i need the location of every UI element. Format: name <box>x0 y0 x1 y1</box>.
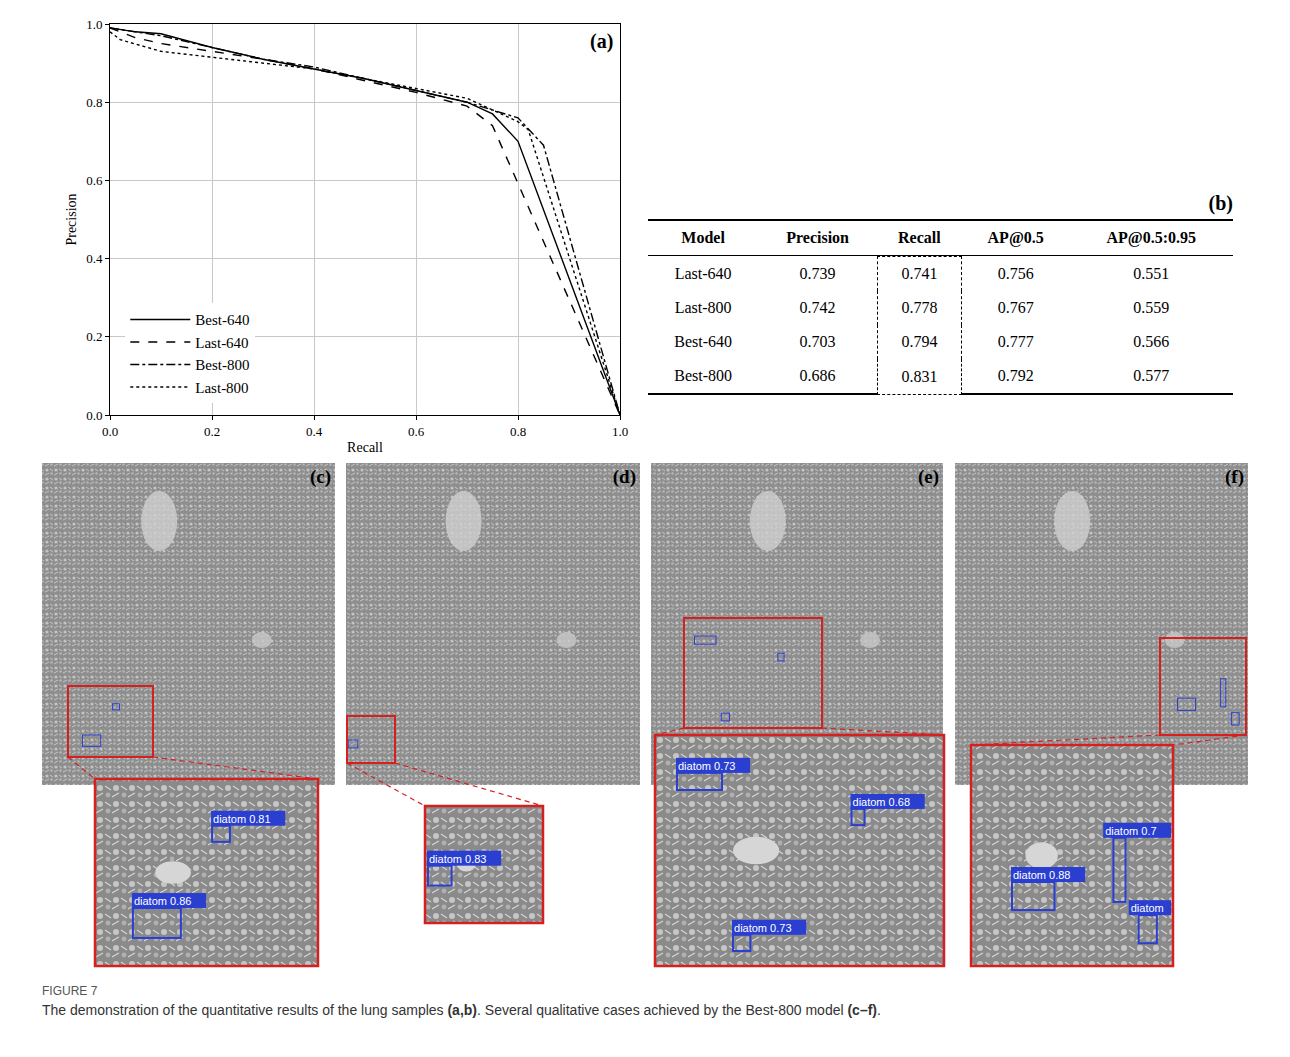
svg-text:diatom 0.83: diatom 0.83 <box>429 853 486 865</box>
svg-text:0.8: 0.8 <box>86 95 102 110</box>
html-text:Best-640: Best-640 <box>674 333 732 350</box>
svg-text:0.2: 0.2 <box>204 424 220 439</box>
html-text:0.559: 0.559 <box>1133 299 1170 316</box>
svg-text:Last-800: Last-800 <box>195 380 248 396</box>
html-text:0.756: 0.756 <box>997 264 1034 282</box>
html-text:0.551: 0.551 <box>1133 264 1170 282</box>
html-text:0.566: 0.566 <box>1133 333 1170 350</box>
html-text:The demonstration of the quant: The demonstration of the quantitative re… <box>42 1002 881 1018</box>
svg-text:Best-800: Best-800 <box>195 357 249 373</box>
svg-text:Best-640: Best-640 <box>195 312 249 328</box>
html-text:0.739: 0.739 <box>799 264 836 282</box>
svg-text:0.8: 0.8 <box>510 424 526 439</box>
html-text:0.792: 0.792 <box>997 367 1034 384</box>
svg-text:0.0: 0.0 <box>86 408 102 423</box>
html-text:Last-800: Last-800 <box>674 299 732 316</box>
html-text:0.767: 0.767 <box>997 299 1034 316</box>
html-text:0.741: 0.741 <box>901 265 938 282</box>
svg-text:diatom: diatom <box>1131 902 1164 914</box>
svg-text:Last-640: Last-640 <box>195 335 248 351</box>
html-text:0.777: 0.777 <box>997 333 1034 350</box>
svg-text:Recall: Recall <box>347 440 383 455</box>
html-text:Model: Model <box>681 229 725 246</box>
html-text:0.686: 0.686 <box>799 367 836 384</box>
html-text:0.703: 0.703 <box>799 333 836 350</box>
svg-text:1.0: 1.0 <box>86 17 102 32</box>
html-text:AP@0.5: AP@0.5 <box>987 229 1044 246</box>
html-text:Best-800: Best-800 <box>674 367 732 384</box>
svg-text:Precision: Precision <box>64 193 79 245</box>
svg-text:diatom 0.73: diatom 0.73 <box>734 922 791 934</box>
svg-text:0.4: 0.4 <box>306 424 323 439</box>
html-text:0.831: 0.831 <box>901 367 938 385</box>
svg-text:0.2: 0.2 <box>86 329 102 344</box>
svg-text:diatom 0.81: diatom 0.81 <box>213 813 270 825</box>
svg-text:(a): (a) <box>590 30 613 53</box>
html-text:Recall: Recall <box>898 229 941 246</box>
svg-text:0.0: 0.0 <box>102 424 118 439</box>
html-text:Last-640: Last-640 <box>674 264 732 282</box>
svg-text:(c): (c) <box>310 466 331 488</box>
svg-text:diatom 0.88: diatom 0.88 <box>1013 869 1070 881</box>
html-text:FIGURE 7: FIGURE 7 <box>42 984 98 998</box>
svg-text:0.6: 0.6 <box>408 424 425 439</box>
html-text:0.742: 0.742 <box>799 299 836 316</box>
svg-text:diatom 0.73: diatom 0.73 <box>678 760 735 772</box>
svg-text:(f): (f) <box>1225 466 1244 488</box>
svg-text:(e): (e) <box>918 466 939 488</box>
html-text:0.577: 0.577 <box>1133 367 1170 384</box>
svg-text:diatom 0.86: diatom 0.86 <box>134 895 191 907</box>
svg-text:diatom 0.68: diatom 0.68 <box>853 796 910 808</box>
svg-text:diatom 0.7: diatom 0.7 <box>1105 825 1156 837</box>
svg-text:1.0: 1.0 <box>612 424 628 439</box>
html-text:Precision: Precision <box>786 229 849 246</box>
html-text:0.778: 0.778 <box>901 299 938 316</box>
svg-text:0.6: 0.6 <box>86 173 103 188</box>
svg-text:(d): (d) <box>613 466 636 488</box>
svg-text:0.4: 0.4 <box>86 251 103 266</box>
html-text:AP@0.5:0.95: AP@0.5:0.95 <box>1106 229 1196 246</box>
html-text:(b): (b) <box>1208 192 1233 214</box>
html-text:0.794: 0.794 <box>901 333 938 350</box>
